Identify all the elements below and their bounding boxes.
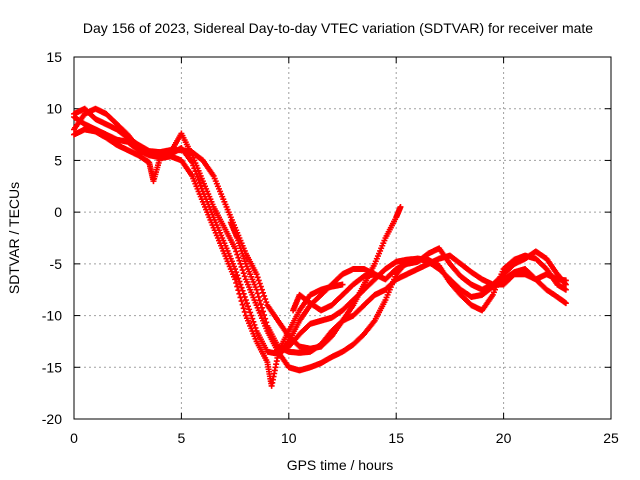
y-tick-label: -10	[42, 308, 62, 324]
y-tick-label: 15	[46, 49, 62, 65]
data-point	[255, 277, 262, 284]
x-axis-label: GPS time / hours	[287, 457, 394, 473]
data-point	[241, 308, 248, 315]
data-point	[249, 315, 256, 322]
data-point	[258, 286, 265, 293]
data-point	[251, 321, 258, 328]
data-point	[253, 271, 260, 278]
data-point	[371, 271, 378, 278]
data-point	[248, 312, 255, 319]
data-point	[255, 293, 262, 300]
data-point	[256, 297, 263, 304]
data-point	[238, 298, 245, 305]
data-point	[263, 319, 270, 326]
y-tick-label: 0	[54, 204, 62, 220]
data-point	[254, 290, 261, 297]
data-point	[239, 267, 246, 274]
data-point	[233, 248, 240, 255]
series-track-4	[71, 105, 404, 352]
data-point	[258, 304, 265, 311]
data-point	[562, 281, 569, 288]
data-point	[244, 303, 251, 310]
data-point	[232, 276, 239, 283]
data-point	[562, 300, 569, 307]
data-point	[235, 287, 242, 294]
data-point	[253, 286, 260, 293]
x-tick-label: 15	[388, 430, 404, 446]
data-point	[236, 257, 243, 264]
data-point	[263, 299, 270, 306]
data-point	[237, 281, 244, 288]
data-point	[195, 176, 202, 183]
x-tick-label: 20	[496, 430, 512, 446]
y-tick-label: 10	[46, 101, 62, 117]
data-series	[71, 105, 569, 389]
data-point	[254, 274, 261, 281]
data-point	[240, 270, 247, 277]
series-track-3	[71, 126, 569, 389]
data-point	[233, 279, 240, 286]
data-point	[236, 290, 243, 297]
series-track-5	[227, 219, 569, 356]
data-point	[339, 281, 346, 288]
data-point	[260, 308, 267, 315]
y-tick-label: -20	[42, 411, 62, 427]
series-segment-10h-12h	[275, 281, 346, 355]
data-point	[256, 280, 263, 287]
data-point	[261, 312, 268, 319]
data-point	[237, 260, 244, 267]
data-point	[237, 294, 244, 301]
y-tick-label: -15	[42, 359, 62, 375]
data-point	[241, 273, 248, 280]
x-tick-label: 10	[281, 430, 297, 446]
y-tick-label: 5	[54, 152, 62, 168]
plot-frame	[73, 56, 612, 420]
data-point	[257, 283, 264, 290]
data-point	[238, 284, 245, 291]
data-point	[262, 296, 269, 303]
data-point	[261, 292, 268, 299]
x-tick-label: 5	[178, 430, 186, 446]
x-tick-label: 0	[70, 430, 78, 446]
grid	[74, 57, 611, 419]
data-point	[235, 254, 242, 261]
data-point	[397, 203, 404, 210]
data-point	[562, 286, 569, 293]
data-point	[238, 263, 245, 270]
y-tick-label: -5	[50, 256, 63, 272]
x-tick-label: 25	[603, 430, 619, 446]
data-point	[196, 179, 203, 186]
data-point	[246, 306, 253, 313]
series-segment-12h-13h	[290, 271, 378, 314]
y-axis-label: SDTVAR / TECUs	[6, 182, 22, 294]
data-point	[239, 301, 246, 308]
data-point	[240, 305, 247, 312]
data-point	[247, 309, 254, 316]
data-point	[234, 251, 241, 258]
data-point	[194, 173, 201, 180]
data-point	[242, 297, 249, 304]
chart-title: Day 156 of 2023, Sidereal Day-to-day VTE…	[83, 20, 593, 36]
data-point	[562, 280, 569, 287]
data-point	[234, 283, 241, 290]
data-point	[236, 278, 243, 285]
data-point	[257, 301, 264, 308]
axis-ticks: 0 5 10 15 20 25 15 10 5 0 -5 -10 -15 -20	[42, 49, 619, 446]
data-point	[232, 245, 239, 252]
data-point	[262, 315, 269, 322]
data-point	[250, 318, 257, 325]
data-point	[234, 272, 241, 279]
data-point	[260, 289, 267, 296]
data-point	[235, 275, 242, 282]
data-point	[243, 300, 250, 307]
